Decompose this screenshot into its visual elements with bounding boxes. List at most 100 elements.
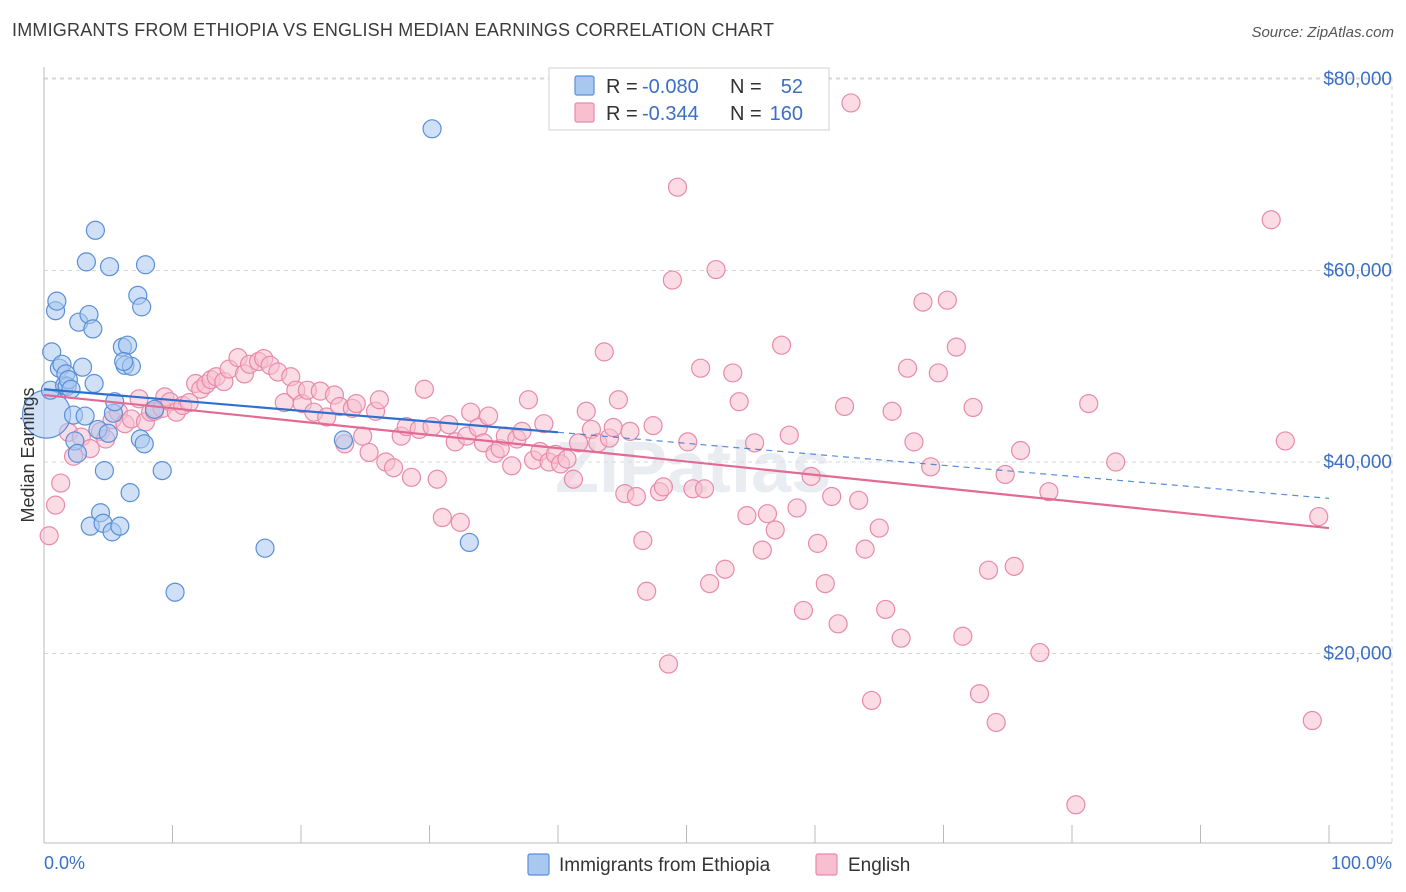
- english-point-160: [1302, 710, 1322, 731]
- legend-r-label-english: R =: [606, 103, 638, 125]
- stats-legend: R = -0.080 N = 52 R = -0.344 N = 160: [548, 67, 830, 131]
- ethiopia-point-51: [84, 373, 104, 394]
- english-point-133: [861, 690, 882, 711]
- english-point-147: [969, 684, 990, 704]
- legend-r-value-english: -0.344: [642, 103, 699, 125]
- english-point-156: [1079, 393, 1099, 414]
- ethiopia-point-26: [94, 461, 114, 481]
- ethiopia-point-49: [114, 351, 134, 372]
- english-point-139: [904, 432, 924, 452]
- ethiopia-point-47: [422, 119, 442, 139]
- english-point-0: [39, 526, 59, 546]
- english-point-134: [869, 518, 889, 538]
- english-point-150: [995, 464, 1015, 485]
- english-point-108: [691, 358, 711, 378]
- english-point-137: [891, 628, 911, 648]
- english-point-117: [752, 540, 772, 560]
- legend-n-value-english: 160: [770, 103, 803, 125]
- english-point-103: [658, 654, 679, 674]
- english-point-129: [834, 396, 855, 417]
- english-point-141: [921, 457, 941, 477]
- english-point-128: [828, 614, 848, 634]
- ethiopia-point-48: [459, 532, 479, 553]
- english-point-144: [946, 337, 966, 357]
- english-point-136: [882, 401, 902, 421]
- ethiopia-point-27: [99, 257, 120, 277]
- english-point-93: [603, 417, 623, 438]
- x-tick-label-0: 0.0%: [44, 853, 85, 873]
- english-point-138: [897, 358, 918, 378]
- source-credit: Source: ZipAtlas.com: [1251, 24, 1394, 41]
- english-point-62: [427, 469, 447, 489]
- english-point-99: [637, 581, 657, 601]
- legend-n-label-ethiopia: N =: [730, 76, 762, 98]
- ethiopia-trendline-extension: [557, 431, 1330, 499]
- english-point-158: [1261, 210, 1281, 230]
- english-point-75: [502, 456, 522, 476]
- english-point-157: [1106, 452, 1126, 472]
- legend-swatch-ethiopia: [574, 75, 595, 96]
- ethiopia-point-21: [83, 319, 103, 339]
- english-point-66: [450, 512, 470, 532]
- english-point-151: [1004, 556, 1024, 576]
- ethiopia-point-31: [110, 516, 130, 536]
- english-point-159: [1275, 431, 1295, 451]
- english-point-109: [694, 479, 715, 499]
- y-tick-labels: $20,000 $40,000 $60,000 $80,000: [1323, 69, 1392, 665]
- english-point-142: [928, 363, 948, 383]
- ethiopia-point-40: [134, 434, 154, 454]
- y-tick-label-2: $60,000: [1323, 261, 1392, 282]
- english-point-154: [1039, 482, 1059, 502]
- english-point-119: [765, 520, 785, 540]
- y-axis-title: Median Earnings: [18, 387, 38, 522]
- english-point-116: [745, 433, 765, 453]
- english-point-110: [700, 574, 720, 594]
- english-point-130: [841, 93, 861, 113]
- english-point-71: [479, 406, 499, 426]
- ethiopia-point-34: [117, 335, 138, 355]
- ethiopia-point-2: [42, 342, 62, 362]
- ethiopia-point-4: [47, 291, 67, 311]
- ethiopia-point-41: [135, 255, 156, 275]
- english-point-143: [937, 290, 957, 310]
- english-point-85: [557, 449, 577, 469]
- ethiopia-point-16: [72, 357, 93, 377]
- english-point-106: [678, 432, 698, 452]
- english-point-131: [849, 490, 869, 510]
- english-point-51: [359, 442, 379, 463]
- y-tick-label-3: $80,000: [1323, 69, 1392, 90]
- ethiopia-points: [21, 119, 479, 602]
- ethiopia-point-35: [120, 483, 140, 503]
- english-point-102: [653, 477, 673, 497]
- english-point-105: [667, 177, 688, 197]
- english-point-60: [414, 379, 434, 399]
- english-point-53: [369, 390, 389, 410]
- ethiopia-trendline: [43, 388, 559, 434]
- english-point-77: [512, 421, 532, 441]
- english-point-135: [876, 599, 896, 620]
- english-point-55: [383, 458, 404, 478]
- english-trendline: [43, 393, 1330, 530]
- series-legend: Immigrants from Ethiopia English: [527, 853, 910, 876]
- english-point-161: [1309, 506, 1329, 527]
- english-point-94: [608, 390, 628, 410]
- english-point-148: [978, 560, 999, 580]
- english-point-112: [715, 559, 735, 579]
- english-point-118: [757, 504, 778, 524]
- series-legend-label-english: English: [848, 855, 910, 876]
- x-tick-label-1: 100.0%: [1331, 853, 1392, 873]
- ethiopia-point-11: [61, 379, 81, 399]
- english-point-132: [855, 539, 875, 559]
- english-point-125: [807, 533, 828, 553]
- english-point-86: [563, 469, 584, 489]
- ethiopia-point-18: [76, 252, 97, 272]
- english-point-149: [986, 712, 1006, 733]
- english-point-100: [643, 416, 663, 436]
- legend-r-label-ethiopia: R =: [606, 76, 638, 98]
- english-point-2: [51, 473, 71, 493]
- english-point-123: [793, 600, 814, 621]
- english-point-114: [729, 392, 749, 412]
- english-point-63: [432, 507, 452, 528]
- chart-title: IMMIGRANTS FROM ETHIOPIA VS ENGLISH MEDI…: [12, 20, 775, 40]
- ethiopia-point-43: [152, 461, 172, 481]
